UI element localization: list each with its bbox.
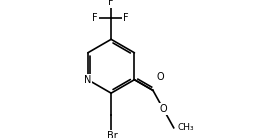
Text: O: O [157, 72, 164, 82]
Text: Br: Br [107, 131, 118, 138]
Text: CH₃: CH₃ [177, 123, 194, 132]
Text: N: N [84, 75, 91, 85]
Text: O: O [160, 104, 167, 114]
Text: F: F [123, 13, 129, 23]
Text: F: F [92, 13, 98, 23]
Text: F: F [108, 0, 114, 7]
